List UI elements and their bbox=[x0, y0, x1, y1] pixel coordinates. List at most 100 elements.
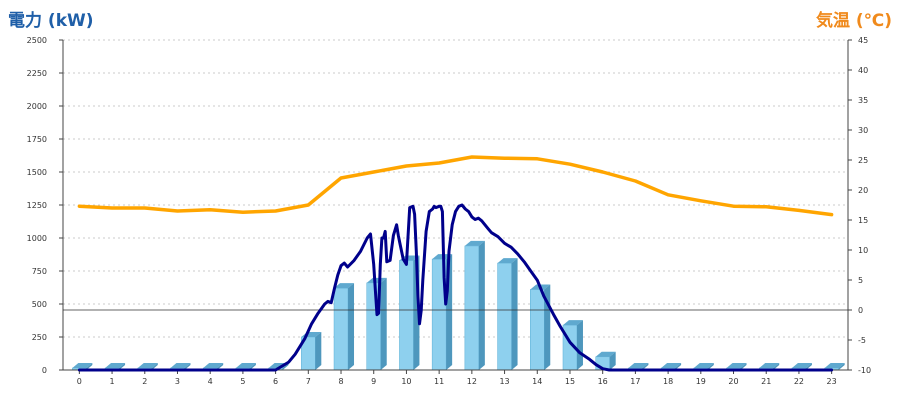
bar-side bbox=[119, 363, 126, 370]
x-tick-label: 18 bbox=[663, 377, 673, 386]
bar-front bbox=[530, 289, 545, 371]
left-tick-label: 500 bbox=[32, 300, 47, 309]
left-axis-title: 電力 (kW) bbox=[8, 11, 94, 31]
x-tick-label: 1 bbox=[110, 377, 115, 386]
x-tick-label: 22 bbox=[794, 377, 804, 386]
bar-top bbox=[759, 363, 780, 369]
x-tick-label: 20 bbox=[728, 377, 738, 386]
x-tick-label: 15 bbox=[565, 377, 575, 386]
left-tick-label: 750 bbox=[32, 267, 47, 276]
bar-top bbox=[497, 258, 518, 264]
grid-lines bbox=[63, 39, 848, 338]
left-tick-label: 2250 bbox=[27, 69, 47, 78]
bar-top bbox=[235, 363, 256, 369]
bar-front bbox=[399, 260, 414, 371]
bar-top bbox=[791, 363, 812, 369]
bar-side bbox=[511, 258, 518, 370]
x-tick-label: 10 bbox=[401, 377, 411, 386]
bar-top bbox=[464, 240, 485, 246]
left-tick-label: 250 bbox=[32, 333, 47, 342]
right-tick-label: 30 bbox=[858, 126, 868, 135]
bar-side bbox=[315, 332, 322, 370]
x-tick-label: 9 bbox=[371, 377, 376, 386]
bar-side bbox=[249, 363, 256, 370]
x-tick-label: 7 bbox=[306, 377, 311, 386]
x-tick-label: 5 bbox=[240, 377, 245, 386]
right-tick-label: 15 bbox=[858, 216, 868, 225]
bar-side bbox=[151, 363, 158, 370]
right-tick-label: 5 bbox=[858, 276, 863, 285]
bar-top bbox=[137, 363, 158, 369]
x-tick-label: 6 bbox=[273, 377, 278, 386]
x-tick-label: 23 bbox=[827, 377, 837, 386]
bar-top bbox=[72, 363, 93, 369]
right-axis-title: 気温 (℃) bbox=[815, 11, 892, 31]
left-tick-label: 1750 bbox=[27, 135, 47, 144]
bar-top bbox=[824, 363, 845, 369]
bar bbox=[333, 283, 355, 371]
left-tick-label: 1000 bbox=[27, 234, 47, 243]
bar-side bbox=[184, 363, 191, 370]
bar-side bbox=[380, 277, 387, 370]
bar-side bbox=[707, 363, 714, 370]
x-tick-label: 0 bbox=[77, 377, 82, 386]
bar-side bbox=[576, 320, 583, 370]
bar-top bbox=[595, 351, 616, 357]
bar-side bbox=[805, 363, 812, 370]
bar-side bbox=[838, 363, 845, 370]
bar-top bbox=[203, 363, 224, 369]
bar-side bbox=[609, 351, 616, 370]
bar-front bbox=[464, 245, 480, 371]
bar-top bbox=[726, 363, 747, 369]
right-tick-label: -10 bbox=[858, 366, 871, 375]
bar bbox=[530, 284, 551, 371]
bar-side bbox=[86, 363, 93, 370]
bar-top bbox=[628, 363, 649, 369]
bar-front bbox=[333, 287, 349, 371]
left-tick-label: 1250 bbox=[27, 201, 47, 210]
bar-side bbox=[642, 363, 649, 370]
bar-side bbox=[675, 363, 682, 370]
bar-side bbox=[740, 363, 747, 370]
bar bbox=[431, 254, 453, 371]
power-bars bbox=[72, 240, 845, 371]
tick-labels: 02505007501000125015001750200022502500-1… bbox=[27, 36, 871, 386]
bar-side bbox=[348, 283, 355, 370]
bar-top bbox=[661, 363, 682, 369]
x-tick-label: 14 bbox=[532, 377, 542, 386]
x-tick-label: 21 bbox=[761, 377, 771, 386]
bar-top bbox=[334, 283, 355, 289]
bar-top bbox=[105, 363, 126, 369]
series-lines bbox=[77, 155, 834, 372]
right-tick-label: 20 bbox=[858, 186, 868, 195]
x-tick-label: 16 bbox=[598, 377, 608, 386]
x-tick-label: 17 bbox=[630, 377, 640, 386]
bar-top bbox=[366, 277, 387, 283]
x-tick-label: 13 bbox=[499, 377, 509, 386]
x-tick-label: 3 bbox=[175, 377, 180, 386]
bar-front bbox=[497, 262, 512, 371]
x-tick-label: 11 bbox=[434, 377, 444, 386]
x-tick-label: 12 bbox=[467, 377, 477, 386]
left-tick-label: 2000 bbox=[27, 102, 47, 111]
bar-top bbox=[562, 320, 583, 326]
bar bbox=[464, 240, 485, 371]
x-tick-label: 2 bbox=[142, 377, 147, 386]
right-tick-label: 25 bbox=[858, 156, 868, 165]
x-tick-label: 4 bbox=[208, 377, 213, 386]
bar-top bbox=[170, 363, 191, 369]
right-tick-label: 10 bbox=[858, 246, 868, 255]
x-tick-label: 19 bbox=[696, 377, 706, 386]
temperature-line bbox=[77, 155, 834, 217]
bar-side bbox=[478, 240, 485, 370]
power-line bbox=[77, 203, 834, 372]
right-tick-label: 0 bbox=[858, 306, 863, 315]
left-tick-label: 2500 bbox=[27, 36, 47, 45]
right-tick-label: 35 bbox=[858, 96, 868, 105]
x-tick-label: 8 bbox=[338, 377, 343, 386]
left-tick-label: 1500 bbox=[27, 168, 47, 177]
right-tick-label: 45 bbox=[858, 36, 868, 45]
bar bbox=[497, 258, 518, 371]
bar-side bbox=[217, 363, 224, 370]
